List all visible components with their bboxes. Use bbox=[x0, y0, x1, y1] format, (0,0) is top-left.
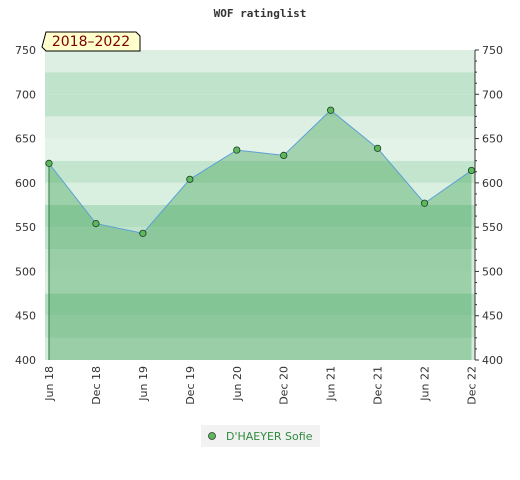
x-tick-label: Jun 22 bbox=[419, 366, 432, 402]
series-line bbox=[48, 109, 472, 234]
period-badge-label: 2018–2022 bbox=[52, 34, 130, 50]
y-tick-label-right: 550 bbox=[482, 221, 503, 234]
y-tick-label-right: 600 bbox=[482, 177, 503, 190]
data-point bbox=[139, 229, 147, 237]
y-axis-right: 400 450 500 550 600 650 700 750 bbox=[474, 44, 503, 367]
x-tick-label: Dec 22 bbox=[466, 366, 479, 405]
background-band bbox=[45, 182, 475, 205]
y-tick-label-left: 500 bbox=[15, 265, 36, 278]
y-tick-label-right: 450 bbox=[482, 310, 503, 323]
x-axis: Jun 18 Dec 18 Jun 19 Dec 19 Jun 20 Dec 20 Jun … bbox=[43, 366, 479, 405]
data-point bbox=[92, 220, 100, 228]
period-badge-box bbox=[41, 31, 141, 52]
data-point bbox=[186, 175, 194, 183]
data-point bbox=[327, 106, 335, 114]
y-tick-label-left: 600 bbox=[15, 177, 36, 190]
legend-label: D'HAEYER Sofie bbox=[226, 430, 313, 443]
background-band bbox=[45, 72, 475, 95]
y-tick-label-right: 700 bbox=[482, 88, 503, 101]
y-tick-label-right: 400 bbox=[482, 354, 503, 367]
background-band bbox=[45, 116, 475, 139]
x-tick-label: Jun 19 bbox=[137, 366, 150, 402]
background-band bbox=[45, 249, 475, 272]
data-point bbox=[467, 166, 476, 175]
background-band bbox=[45, 227, 475, 250]
y-axis-left: 400 450 500 550 600 650 700 750 bbox=[15, 44, 36, 367]
background-band bbox=[45, 94, 475, 117]
x-tick-label: Dec 21 bbox=[372, 366, 385, 405]
y-tick-label-left: 400 bbox=[15, 354, 36, 367]
x-tick-label: Dec 19 bbox=[184, 366, 197, 405]
background-band bbox=[45, 293, 475, 316]
y-tick-label-right: 650 bbox=[482, 133, 503, 146]
y-tick-label-left: 650 bbox=[15, 133, 36, 146]
background-band bbox=[45, 138, 475, 161]
x-tick-label: Dec 18 bbox=[90, 366, 103, 405]
data-point bbox=[420, 199, 429, 207]
y-tick-label-left: 450 bbox=[15, 310, 36, 323]
background-band bbox=[45, 160, 475, 183]
background-band bbox=[45, 315, 475, 338]
legend: D'HAEYER Sofie bbox=[201, 425, 320, 447]
y-tick-label-left: 550 bbox=[15, 221, 36, 234]
x-tick-label: Jun 21 bbox=[325, 366, 338, 402]
background-band bbox=[45, 271, 475, 294]
legend-marker bbox=[208, 432, 216, 440]
background-band bbox=[45, 337, 475, 360]
chart-title: WOF ratinglist bbox=[214, 7, 307, 20]
series-area bbox=[49, 110, 472, 360]
y-tick-label-right: 750 bbox=[482, 44, 503, 57]
background-band bbox=[45, 50, 475, 73]
data-point bbox=[45, 159, 53, 167]
x-tick-label: Dec 20 bbox=[278, 366, 291, 405]
x-tick-label: Jun 18 bbox=[43, 366, 56, 402]
period-badge: 2018–2022 bbox=[41, 31, 141, 52]
series-markers bbox=[45, 106, 476, 237]
y-tick-label-right: 500 bbox=[482, 265, 503, 278]
x-tick-label: Jun 20 bbox=[231, 366, 244, 402]
legend-box bbox=[201, 425, 320, 447]
data-point bbox=[233, 146, 241, 154]
y-tick-label-left: 750 bbox=[15, 44, 36, 57]
data-point bbox=[374, 144, 382, 152]
y-tick-label-left: 700 bbox=[15, 88, 36, 101]
data-point bbox=[280, 151, 288, 159]
